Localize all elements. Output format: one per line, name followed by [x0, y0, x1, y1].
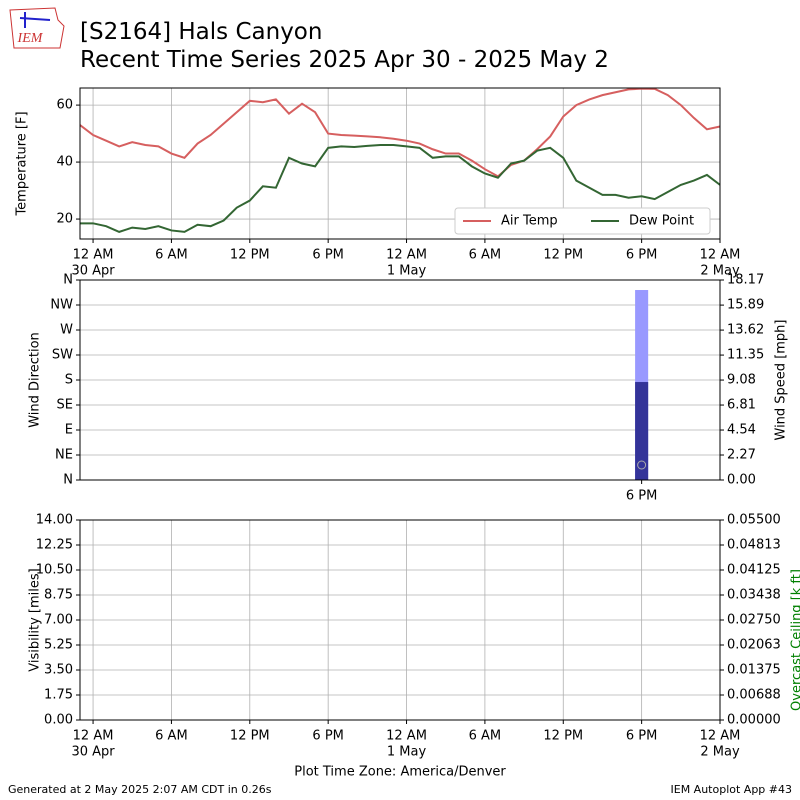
y-tick-label: 12.25: [36, 538, 73, 553]
y-tick-label: SW: [52, 348, 73, 363]
y-tick-label: NW: [50, 298, 73, 313]
x-date-label: 2 May: [700, 264, 740, 279]
y-tick-label: 20: [56, 212, 73, 227]
legend-box: [454, 207, 711, 235]
plot-frame: [79, 87, 721, 240]
logo-text: IEM: [17, 31, 44, 46]
logo: IEM: [9, 7, 65, 49]
x-tick-label: 6 AM: [155, 729, 188, 744]
x-tick-label: 12 PM: [230, 248, 270, 263]
y-tick-label: 5.25: [44, 638, 73, 653]
y-tick-label: 7.00: [44, 613, 73, 628]
x-tick-label: 12 AM: [386, 729, 427, 744]
x-axis-label: Plot Time Zone: America/Denver: [294, 765, 506, 780]
logo-outline: [9, 7, 65, 49]
legend-label: Air Temp: [501, 214, 558, 229]
y2-axis-label: Overcast Ceiling [k ft]: [790, 569, 800, 711]
x-tick-label: 12 AM: [700, 729, 741, 744]
y-tick-label: 8.75: [44, 588, 73, 603]
y-tick-label: 1.75: [44, 688, 73, 703]
x-tick-label: 6 AM: [469, 729, 502, 744]
chart-subtitle: Recent Time Series 2025 Apr 30 - 2025 Ma…: [80, 47, 609, 73]
y-tick-label: N: [63, 473, 73, 488]
y2-tick-label: 6.81: [727, 398, 756, 413]
x-tick-label: 12 AM: [700, 248, 741, 263]
y2-tick-label: 0.00000: [727, 713, 781, 728]
x-tick-label: 12 PM: [543, 729, 583, 744]
y2-tick-label: 0.04813: [727, 538, 781, 553]
legend-label: Dew Point: [629, 214, 694, 229]
bar: [635, 382, 649, 480]
y2-tick-label: 15.89: [727, 298, 764, 313]
x-date-label: 2 May: [700, 745, 740, 760]
y2-tick-label: 0.01375: [727, 663, 781, 678]
line: [79, 87, 721, 178]
direction-marker: [637, 460, 647, 470]
y-axis-label: Temperature [F]: [15, 111, 30, 216]
plot-area: [635, 290, 649, 480]
y2-tick-label: 0.03438: [727, 588, 781, 603]
y2-tick-label: 13.62: [727, 323, 764, 338]
x-date-label: 30 Apr: [71, 264, 115, 279]
y-tick-label: N: [63, 273, 73, 288]
y-tick-label: 14.00: [36, 513, 73, 528]
chart-title: [S2164] Hals Canyon: [80, 19, 322, 45]
y2-tick-label: 18.17: [727, 273, 764, 288]
y-tick-label: 3.50: [44, 663, 73, 678]
x-tick-label: 12 PM: [230, 729, 270, 744]
x-tick-label: 12 AM: [386, 248, 427, 263]
y-tick-label: NE: [55, 448, 73, 463]
y2-tick-label: 11.35: [727, 348, 764, 363]
y-tick-label: W: [60, 323, 73, 338]
footer-left: Generated at 2 May 2025 2:07 AM CDT in 0…: [8, 783, 272, 796]
y2-tick-label: 0.05500: [727, 513, 781, 528]
x-date-label: 1 May: [387, 745, 427, 760]
x-tick-label: 6 PM: [312, 729, 343, 744]
x-tick-label: 6 AM: [469, 248, 502, 263]
y-tick-label: 40: [56, 155, 73, 170]
y2-tick-label: 0.02750: [727, 613, 781, 628]
x-tick-label: 6 PM: [312, 248, 343, 263]
x-tick-label: 6 PM: [626, 489, 657, 504]
y-tick-label: E: [65, 423, 73, 438]
footer-right: IEM Autoplot App #43: [671, 783, 793, 796]
x-tick-label: 12 AM: [73, 729, 114, 744]
y2-tick-label: 4.54: [727, 423, 756, 438]
x-tick-label: 12 AM: [73, 248, 114, 263]
x-tick-label: 12 PM: [543, 248, 583, 263]
x-date-label: 1 May: [387, 264, 427, 279]
y-axis-label: Visibility [miles]: [28, 568, 43, 671]
y2-tick-label: 0.04125: [727, 563, 781, 578]
y2-tick-label: 2.27: [727, 448, 756, 463]
plot-frame: [79, 519, 721, 721]
x-tick-label: 6 AM: [155, 248, 188, 263]
y-axis-label: Wind Direction: [28, 332, 43, 428]
y2-tick-label: 0.02063: [727, 638, 781, 653]
plot-area: [79, 87, 721, 233]
y2-tick-label: 0.00: [727, 473, 756, 488]
y-tick-label: S: [65, 373, 73, 388]
x-tick-label: 6 PM: [626, 248, 657, 263]
y2-tick-label: 0.00688: [727, 688, 781, 703]
y2-axis-label: Wind Speed [mph]: [774, 320, 789, 441]
y-tick-label: 60: [56, 98, 73, 113]
y2-tick-label: 9.08: [727, 373, 756, 388]
y-tick-label: 0.00: [44, 713, 73, 728]
x-date-label: 30 Apr: [71, 745, 115, 760]
y-tick-label: 10.50: [36, 563, 73, 578]
x-tick-label: 6 PM: [626, 729, 657, 744]
y-tick-label: SE: [57, 398, 73, 413]
line: [80, 143, 721, 233]
plot-frame: [79, 279, 721, 481]
